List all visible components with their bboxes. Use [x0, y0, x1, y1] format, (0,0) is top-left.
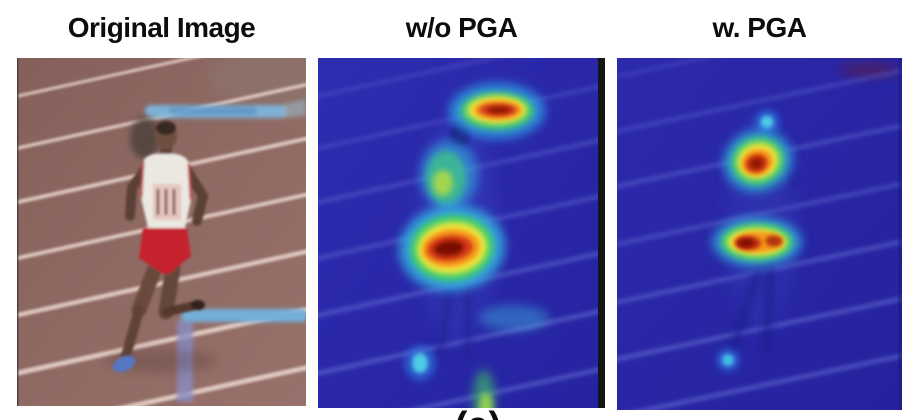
runner-left-thigh: [131, 260, 163, 318]
figure-caption: (a): [368, 407, 588, 420]
runner-blue-shoe: [112, 355, 136, 373]
wo-pga-heatmap-panel: [318, 58, 605, 408]
w-pga-heatmap: [617, 58, 902, 410]
runner-right-thigh: [158, 260, 181, 320]
faint-red-smudge: [839, 62, 899, 78]
tank-red-trim-right: [187, 163, 193, 201]
tank-red-trim-left: [139, 161, 145, 199]
attention-dot-bottom-left: [404, 345, 436, 381]
attention-dot-foot: [716, 348, 740, 372]
original-image: [17, 58, 306, 406]
attention-blob-chest: [723, 129, 793, 193]
w-pga-heatmap-panel: [617, 58, 902, 410]
attention-blob-background-right: [479, 305, 549, 331]
bib-number-marks: [156, 189, 176, 215]
hurdle-bar: [181, 309, 306, 322]
panel-title-wo-pga: w/o PGA: [405, 12, 518, 43]
runner-hair: [156, 121, 176, 135]
wo-pga-heatmap: [318, 58, 605, 408]
attention-blob-hip-strong: [399, 204, 505, 292]
runner-figure: [112, 121, 209, 373]
panel-right-edge: [898, 58, 902, 410]
runner-shorts: [139, 228, 191, 274]
runner-shadow: [107, 349, 217, 373]
panel-title-w-pga: w. PGA: [712, 12, 807, 43]
attention-streak-bottom: [473, 370, 495, 408]
runner-right-shin: [161, 301, 198, 317]
attention-blob-torso: [420, 140, 478, 210]
divider-bar: [598, 58, 605, 408]
runner-right-foot: [191, 300, 205, 310]
background-blur: [207, 58, 306, 104]
attention-dot-head: [754, 109, 780, 135]
runner-left-shin: [121, 305, 144, 361]
original-image-panel: [17, 58, 306, 406]
hurdle-top-bar: [145, 99, 306, 118]
attention-blob-hip: [712, 217, 802, 267]
blurred-foreground-object: [130, 117, 160, 159]
panel-title-original: Original Image: [67, 12, 256, 43]
panel-left-edge: [17, 58, 19, 406]
attention-blob-above-shoulder: [449, 83, 545, 139]
